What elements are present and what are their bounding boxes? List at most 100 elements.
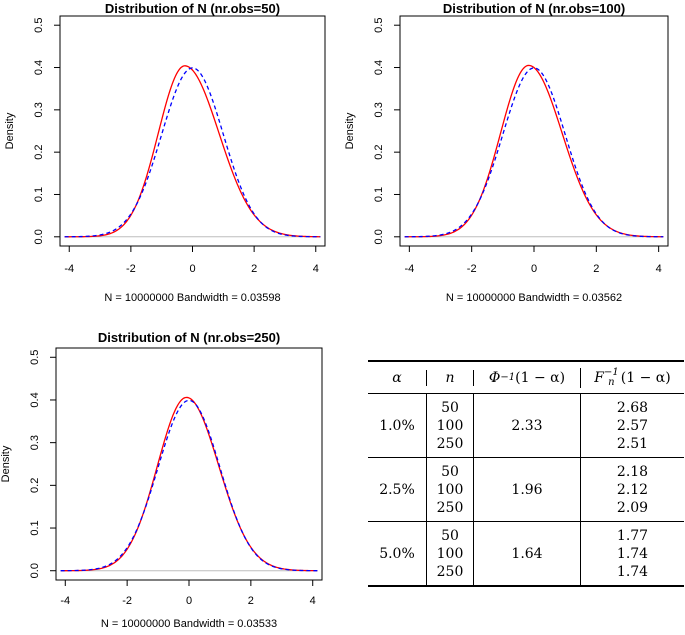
- fn-value: 1.77: [616, 527, 649, 544]
- alpha-cell: 2.5%: [379, 481, 415, 498]
- fn-cell: 1.77 1.74 1.74: [580, 522, 684, 585]
- table-group-rule: [368, 393, 684, 394]
- header-phi-sup: −1: [500, 372, 516, 383]
- phi-cell: 1.64: [473, 522, 580, 585]
- x-tick-label: -4: [60, 595, 70, 607]
- header-phi-arg: (1 − α): [515, 369, 566, 386]
- n-value: 50: [441, 463, 459, 480]
- y-tick-label: 0.3: [373, 102, 385, 117]
- fitted-density-curve: [64, 65, 321, 238]
- n-value: 100: [436, 545, 464, 562]
- n-value: 250: [436, 563, 464, 580]
- reference-density-curve: [404, 67, 664, 238]
- alpha-cell: 5.0%: [379, 545, 415, 562]
- fn-value: 2.57: [616, 417, 649, 434]
- table-group-rule: [368, 457, 684, 458]
- y-tick-label: 0.0: [33, 229, 45, 244]
- fn-value: 2.12: [616, 481, 649, 498]
- y-axis-label: Density: [344, 112, 356, 149]
- header-phi-symbol: Φ: [488, 369, 501, 386]
- x-tick-label: 4: [310, 595, 316, 607]
- x-tick-label: -2: [122, 595, 132, 607]
- n-cell: 50 100 250: [426, 394, 473, 457]
- x-tick-label: 0: [531, 263, 537, 275]
- y-tick-label: 0.2: [33, 145, 45, 160]
- density-panel-1: Distribution of N (nr.obs=50) Density 0.0 0…: [4, 1, 326, 304]
- x-tick-label: 0: [189, 263, 195, 275]
- x-tick-label: -2: [467, 263, 477, 275]
- x-tick-label: -4: [404, 263, 414, 275]
- n-value: 250: [436, 435, 464, 452]
- y-axis-label: Density: [4, 112, 16, 149]
- x-tick-label: 0: [186, 595, 192, 607]
- reference-density-curve: [64, 67, 321, 238]
- table-group-rule: [368, 521, 684, 522]
- table-bottom-rule: [368, 585, 684, 587]
- table-row: 1.0% 50 100 250 2.33 2.68 2.57 2.51: [368, 394, 684, 457]
- y-tick-label: 0.2: [373, 145, 385, 160]
- bandwidth-note: N = 10000000 Bandwidth = 0.03533: [101, 618, 277, 630]
- x-tick-label: 2: [248, 595, 254, 607]
- phi-cell: 2.33: [473, 394, 580, 457]
- n-cell: 50 100 250: [426, 522, 473, 585]
- n-value: 100: [436, 417, 464, 434]
- y-tick-label: 0.1: [29, 520, 41, 535]
- table-body: 1.0% 50 100 250 2.33 2.68 2.57 2.51 2.5% 50 100 250…: [368, 393, 684, 585]
- alpha-cell: 1.0%: [379, 417, 415, 434]
- fn-value: 2.68: [616, 399, 649, 416]
- n-value: 250: [436, 499, 464, 516]
- y-tick-label: 0.3: [29, 435, 41, 450]
- table-row: 5.0% 50 100 250 1.64 1.77 1.74 1.74: [368, 522, 684, 585]
- y-tick-label: 0.4: [373, 60, 385, 75]
- critical-values-table: α n Φ −1 (1 − α) F −1 n (1 − α) 1.0% 50 100 250 2…: [368, 360, 684, 587]
- n-value: 50: [441, 527, 459, 544]
- header-f-symbol: F: [594, 369, 605, 386]
- y-tick-label: 0.5: [29, 350, 41, 365]
- plot-frame: [59, 15, 326, 247]
- x-tick-label: 2: [593, 263, 599, 275]
- fn-value: 2.09: [616, 499, 649, 516]
- header-fn-inverse: F −1 n (1 − α): [580, 366, 684, 388]
- table-header-row: α n Φ −1 (1 − α) F −1 n (1 − α): [368, 362, 684, 393]
- density-panel-2: Distribution of N (nr.obs=100) Density 0.0…: [344, 1, 669, 304]
- fn-cell: 2.68 2.57 2.51: [580, 394, 684, 457]
- plot-frame: [55, 347, 323, 581]
- x-tick-label: -2: [126, 263, 136, 275]
- header-alpha: α: [392, 369, 402, 386]
- n-value: 50: [441, 399, 459, 416]
- bandwidth-note: N = 10000000 Bandwidth = 0.03562: [446, 292, 622, 304]
- header-phi-inverse: Φ −1 (1 − α): [473, 369, 580, 386]
- y-tick-label: 0.5: [33, 18, 45, 33]
- density-panel-3: Distribution of N (nr.obs=250) Density 0.0…: [0, 330, 323, 630]
- header-f-sub: n: [608, 376, 615, 388]
- fn-value: 1.74: [616, 563, 649, 580]
- chart-title: Distribution of N (nr.obs=250): [98, 330, 280, 345]
- x-tick-label: -4: [64, 263, 74, 275]
- x-tick-label: 4: [313, 263, 319, 275]
- fitted-density-curve: [60, 396, 318, 572]
- y-tick-label: 0.0: [373, 229, 385, 244]
- reference-density-curve: [60, 399, 318, 572]
- table-top-rule: [368, 360, 684, 362]
- fitted-density-curve: [404, 64, 664, 238]
- phi-cell: 1.96: [473, 458, 580, 521]
- fn-cell: 2.18 2.12 2.09: [580, 458, 684, 521]
- chart-title: Distribution of N (nr.obs=100): [443, 1, 625, 16]
- y-tick-label: 0.2: [29, 478, 41, 493]
- n-cell: 50 100 250: [426, 458, 473, 521]
- y-tick-label: 0.3: [33, 102, 45, 117]
- y-tick-label: 0.4: [33, 60, 45, 75]
- table-row: 2.5% 50 100 250 1.96 2.18 2.12 2.09: [368, 458, 684, 521]
- x-tick-label: 2: [251, 263, 257, 275]
- chart-title: Distribution of N (nr.obs=50): [105, 1, 280, 16]
- header-n: n: [426, 369, 473, 386]
- x-tick-label: 4: [656, 263, 662, 275]
- fn-value: 1.74: [616, 545, 649, 562]
- bandwidth-note: N = 10000000 Bandwidth = 0.03598: [104, 292, 280, 304]
- y-tick-label: 0.5: [373, 18, 385, 33]
- y-tick-label: 0.0: [29, 563, 41, 578]
- y-tick-label: 0.4: [29, 392, 41, 407]
- header-f-sup: −1: [604, 366, 619, 378]
- y-axis-label: Density: [0, 445, 12, 482]
